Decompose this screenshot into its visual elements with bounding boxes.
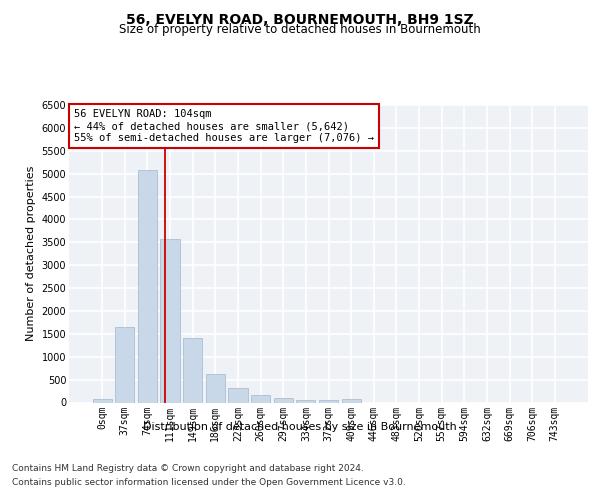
Bar [341, 399, 361, 402]
Text: Contains HM Land Registry data © Crown copyright and database right 2024.: Contains HM Land Registry data © Crown c… [12, 464, 364, 473]
Bar [138, 170, 157, 402]
Bar [92, 399, 112, 402]
Text: 56 EVELYN ROAD: 104sqm
← 44% of detached houses are smaller (5,642)
55% of semi-: 56 EVELYN ROAD: 104sqm ← 44% of detached… [74, 110, 374, 142]
Bar [296, 400, 316, 402]
Bar [206, 374, 225, 402]
Text: Distribution of detached houses by size in Bournemouth: Distribution of detached houses by size … [143, 422, 457, 432]
Bar [319, 400, 338, 402]
Text: Contains public sector information licensed under the Open Government Licence v3: Contains public sector information licen… [12, 478, 406, 487]
Text: Size of property relative to detached houses in Bournemouth: Size of property relative to detached ho… [119, 22, 481, 36]
Bar [115, 327, 134, 402]
Bar [251, 396, 270, 402]
Text: 56, EVELYN ROAD, BOURNEMOUTH, BH9 1SZ: 56, EVELYN ROAD, BOURNEMOUTH, BH9 1SZ [126, 12, 474, 26]
Bar [274, 398, 293, 402]
Y-axis label: Number of detached properties: Number of detached properties [26, 166, 36, 342]
Bar [183, 338, 202, 402]
Bar [229, 388, 248, 402]
Bar [160, 238, 180, 402]
